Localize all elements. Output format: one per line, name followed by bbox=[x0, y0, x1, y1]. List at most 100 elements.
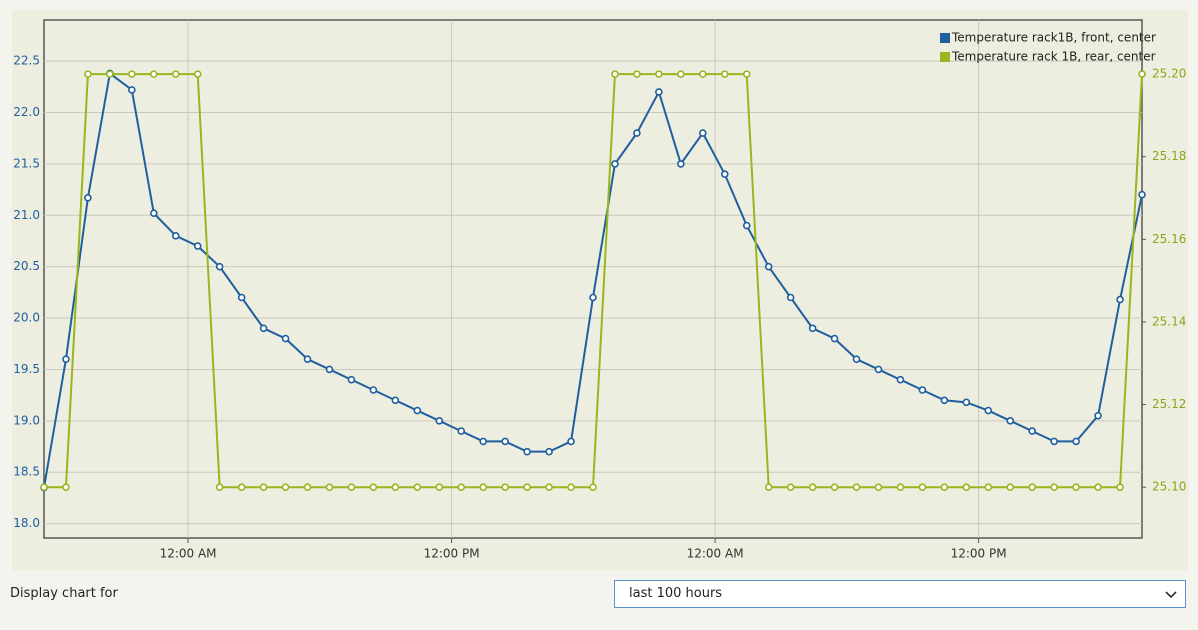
y2-tick-label: 25.10 bbox=[1152, 480, 1186, 494]
point bbox=[720, 170, 729, 178]
y-tick-label: 22.5 bbox=[13, 54, 40, 68]
point bbox=[589, 293, 597, 302]
point bbox=[347, 483, 356, 491]
y2-tick-label: 25.14 bbox=[1152, 314, 1186, 328]
chevron bbox=[1165, 591, 1177, 599]
point bbox=[764, 262, 773, 271]
point bbox=[150, 70, 158, 78]
point bbox=[808, 483, 817, 491]
point bbox=[1028, 483, 1036, 491]
point bbox=[545, 483, 553, 491]
point bbox=[303, 355, 312, 363]
plot-area bbox=[43, 19, 1143, 539]
point bbox=[633, 129, 641, 137]
point bbox=[611, 70, 619, 78]
point bbox=[1006, 417, 1015, 425]
point bbox=[62, 355, 70, 363]
point bbox=[281, 483, 290, 491]
point bbox=[303, 483, 312, 491]
point bbox=[237, 483, 246, 491]
point bbox=[874, 483, 883, 491]
point bbox=[413, 483, 422, 491]
point bbox=[369, 483, 378, 491]
point bbox=[567, 483, 575, 491]
y-tick-label: 20.0 bbox=[13, 311, 40, 325]
legend-label: Temperature rack1B, front, center bbox=[951, 31, 1156, 45]
point bbox=[1094, 483, 1102, 491]
point bbox=[215, 262, 224, 271]
point bbox=[984, 406, 993, 415]
point bbox=[171, 70, 180, 78]
point bbox=[501, 483, 509, 491]
point bbox=[347, 375, 356, 384]
point bbox=[655, 88, 663, 96]
point bbox=[62, 483, 70, 491]
point bbox=[918, 483, 927, 491]
point bbox=[1028, 427, 1036, 435]
point bbox=[1116, 483, 1124, 491]
point bbox=[193, 242, 202, 250]
point bbox=[40, 483, 48, 491]
point bbox=[852, 355, 861, 363]
point bbox=[435, 483, 444, 491]
y-tick-label: 21.5 bbox=[13, 156, 40, 170]
point bbox=[698, 70, 707, 78]
point bbox=[720, 70, 729, 78]
point bbox=[633, 70, 641, 78]
point bbox=[479, 437, 488, 446]
point bbox=[545, 447, 553, 456]
point bbox=[940, 396, 949, 405]
point bbox=[589, 483, 597, 491]
point bbox=[698, 129, 707, 137]
y-tick-label: 19.5 bbox=[13, 362, 40, 376]
point bbox=[523, 483, 531, 491]
y-tick-label: 21.0 bbox=[13, 208, 40, 222]
x-tick-label: 12:00 PM bbox=[424, 547, 480, 561]
point bbox=[874, 365, 883, 374]
point bbox=[764, 483, 773, 491]
point bbox=[1116, 295, 1124, 304]
point bbox=[786, 483, 795, 491]
y2-tick-label: 25.18 bbox=[1152, 149, 1186, 163]
point bbox=[479, 483, 488, 491]
y-tick-label: 18.0 bbox=[13, 516, 40, 530]
point bbox=[369, 386, 378, 394]
legend-swatch bbox=[940, 33, 950, 43]
y-tick-label: 20.5 bbox=[13, 259, 40, 273]
point bbox=[523, 447, 531, 456]
point bbox=[457, 483, 466, 491]
point bbox=[852, 483, 861, 491]
point bbox=[742, 70, 751, 78]
point bbox=[193, 70, 202, 78]
point bbox=[962, 483, 971, 491]
point bbox=[830, 334, 839, 343]
point bbox=[128, 70, 136, 78]
point bbox=[259, 483, 268, 491]
point bbox=[325, 483, 334, 491]
point bbox=[391, 396, 400, 405]
point bbox=[84, 194, 92, 202]
point bbox=[962, 398, 971, 407]
point bbox=[984, 483, 993, 491]
chart: 18.0 18.5 19.0 19.5 20.0 20.5 21.0 21.5 22.0 22.5… bbox=[12, 10, 1188, 570]
point bbox=[413, 406, 422, 415]
point bbox=[150, 209, 158, 218]
point bbox=[677, 160, 685, 168]
legend-label: Temperature rack 1B, rear, center bbox=[951, 50, 1156, 64]
point bbox=[171, 232, 180, 240]
point bbox=[742, 221, 751, 230]
point bbox=[237, 293, 246, 302]
y2-tick-label: 25.12 bbox=[1152, 397, 1186, 411]
y-tick-label: 18.5 bbox=[13, 465, 40, 479]
point bbox=[808, 324, 817, 333]
point bbox=[1138, 190, 1146, 199]
select-label: Display chart for bbox=[10, 586, 118, 601]
point bbox=[567, 437, 575, 446]
point bbox=[896, 375, 905, 384]
point bbox=[325, 365, 334, 374]
legend-swatch bbox=[940, 52, 950, 62]
point bbox=[1138, 70, 1146, 78]
point bbox=[106, 70, 114, 78]
range-select[interactable]: last 100 hours bbox=[614, 580, 1186, 608]
